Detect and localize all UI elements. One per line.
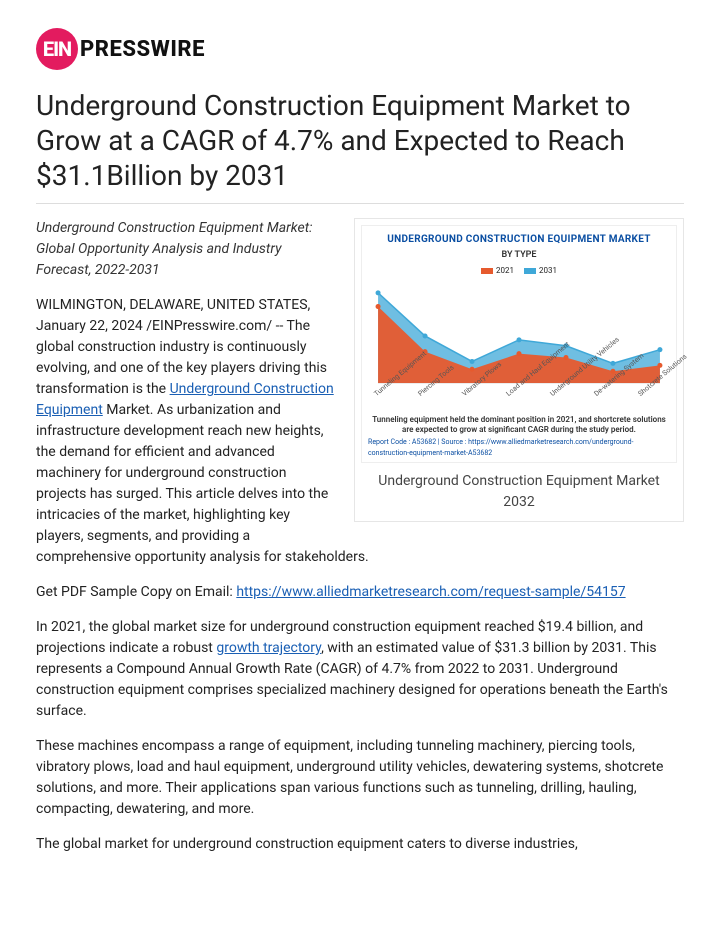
paragraph-text: Market. As urbanization and infrastructu… — [36, 402, 369, 565]
legend-label: 2031 — [539, 265, 557, 277]
site-logo: EIN PRESSWIRE — [36, 28, 684, 70]
chart-subtitle: BY TYPE — [368, 249, 670, 263]
legend-swatch — [524, 268, 536, 274]
legend-label: 2021 — [496, 265, 514, 277]
chart-note: Tunneling equipment held the dominant po… — [368, 415, 670, 434]
legend-item: 2031 — [524, 265, 557, 277]
article-paragraph: In 2021, the global market size for unde… — [36, 617, 684, 722]
article-paragraph: These machines encompass a range of equi… — [36, 736, 684, 820]
figure-caption: Underground Construction Equipment Marke… — [361, 463, 677, 517]
chart-figure: UNDERGROUND CONSTRUCTION EQUIPMENT MARKE… — [354, 218, 684, 522]
article-paragraph: Get PDF Sample Copy on Email: https://ww… — [36, 582, 684, 603]
chart-title: UNDERGROUND CONSTRUCTION EQUIPMENT MARKE… — [368, 232, 670, 247]
legend-swatch — [481, 268, 493, 274]
legend-item: 2021 — [481, 265, 514, 277]
article-paragraph: The global market for underground constr… — [36, 834, 684, 855]
chart-source: Report Code : A53682 | Source : https://… — [368, 437, 670, 458]
divider — [36, 203, 684, 204]
sample-link[interactable]: https://www.alliedmarketresearch.com/req… — [236, 584, 625, 600]
chart-legend: 2021 2031 — [368, 265, 670, 277]
paragraph-text: Get PDF Sample Copy on Email: — [36, 584, 236, 600]
chart-card: UNDERGROUND CONSTRUCTION EQUIPMENT MARKE… — [361, 225, 677, 463]
logo-text: PRESSWIRE — [80, 33, 205, 66]
logo-badge: EIN — [36, 28, 78, 70]
chart-x-labels: Tunneling EquipmentPiercing ToolsVibrato… — [368, 389, 670, 402]
inline-link[interactable]: growth trajectory — [216, 640, 321, 656]
article-headline: Underground Construction Equipment Marke… — [36, 88, 684, 193]
